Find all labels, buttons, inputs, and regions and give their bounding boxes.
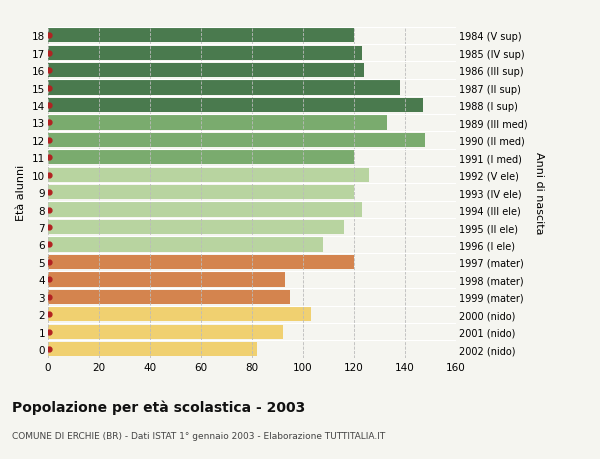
Bar bbox=[48, 81, 400, 95]
Bar bbox=[48, 29, 354, 43]
Bar bbox=[48, 308, 311, 322]
Bar bbox=[48, 220, 344, 235]
Bar bbox=[48, 116, 387, 130]
Bar bbox=[48, 99, 423, 113]
Bar bbox=[48, 46, 362, 61]
Bar bbox=[48, 134, 425, 148]
Bar bbox=[48, 342, 257, 357]
Bar bbox=[48, 64, 364, 78]
Bar bbox=[48, 168, 370, 183]
Y-axis label: Età alunni: Età alunni bbox=[16, 165, 26, 221]
Text: COMUNE DI ERCHIE (BR) - Dati ISTAT 1° gennaio 2003 - Elaborazione TUTTITALIA.IT: COMUNE DI ERCHIE (BR) - Dati ISTAT 1° ge… bbox=[12, 431, 385, 441]
Bar bbox=[48, 185, 354, 200]
Bar bbox=[48, 151, 354, 165]
Bar bbox=[48, 273, 285, 287]
Text: Popolazione per età scolastica - 2003: Popolazione per età scolastica - 2003 bbox=[12, 399, 305, 414]
Bar bbox=[48, 238, 323, 252]
Bar bbox=[48, 290, 290, 304]
Y-axis label: Anni di nascita: Anni di nascita bbox=[534, 151, 544, 234]
Bar bbox=[48, 255, 354, 269]
Bar bbox=[48, 203, 362, 217]
Bar bbox=[48, 325, 283, 339]
